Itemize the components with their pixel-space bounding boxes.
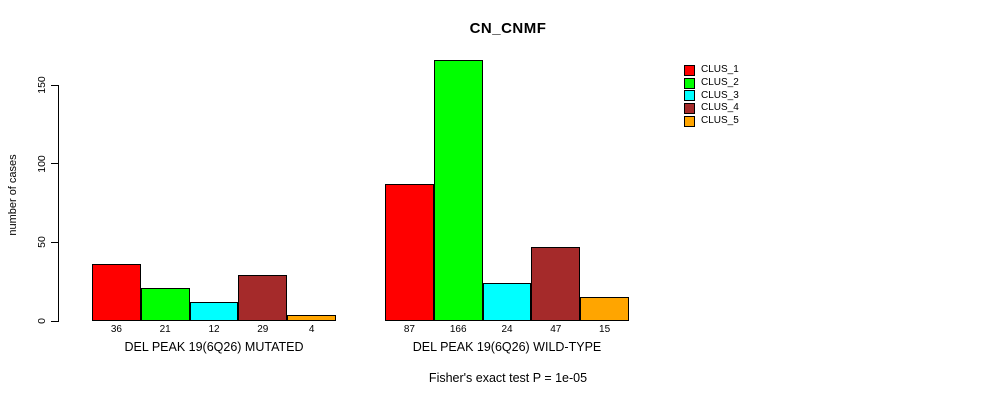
footer-annotation: Fisher's exact test P = 1e-05	[428, 371, 588, 385]
bar-value-label: 29	[257, 324, 269, 335]
y-tick-label: 50	[36, 236, 48, 249]
bar-clus_3-group2	[482, 283, 532, 321]
legend-label: CLUS_5	[701, 115, 739, 127]
legend-swatch-icon	[684, 116, 695, 128]
legend-item-clus_3: CLUS_3	[684, 90, 739, 103]
bar-value-label: 166	[449, 324, 467, 335]
legend-item-clus_1: CLUS_1	[684, 64, 739, 77]
bar-clus_1-group2	[385, 184, 434, 321]
bar-value-label: 47	[550, 324, 562, 335]
group-label: DEL PEAK 19(6Q26) MUTATED	[124, 340, 304, 354]
legend-label: CLUS_4	[701, 102, 739, 114]
bar-clus_2-group2	[433, 59, 483, 321]
legend-label: CLUS_3	[701, 89, 739, 101]
y-tick-mark	[51, 320, 59, 322]
bar-clus_5-group1	[287, 314, 336, 321]
bar-value-label: 24	[501, 324, 513, 335]
bar-clus_1-group1	[92, 264, 141, 321]
y-tick-mark	[51, 241, 59, 243]
y-tick-label: 100	[36, 154, 48, 173]
y-axis-title: number of cases	[7, 154, 19, 236]
bar-value-label: 87	[403, 324, 415, 335]
bar-clus_4-group1	[238, 275, 288, 321]
bar-value-label: 21	[159, 324, 171, 335]
legend-label: CLUS_2	[701, 76, 739, 88]
y-axis-line	[58, 85, 59, 321]
chart-title: CN_CNMF	[469, 20, 547, 37]
y-tick-mark	[51, 84, 59, 86]
bar-value-label: 36	[110, 324, 122, 335]
bar-value-label: 15	[599, 324, 611, 335]
legend-item-clus_2: CLUS_2	[684, 77, 739, 90]
bar-value-label: 12	[208, 324, 220, 335]
y-tick-mark	[51, 163, 59, 165]
group-label: DEL PEAK 19(6Q26) WILD-TYPE	[412, 340, 602, 354]
legend: CLUS_1 CLUS_2 CLUS_3 CLUS_4 CLUS_5	[684, 64, 739, 128]
bar-clus_5-group2	[580, 297, 629, 321]
bar-value-label: 4	[308, 324, 315, 335]
bar-clus_3-group1	[189, 302, 239, 321]
legend-swatch-icon	[684, 90, 695, 102]
legend-item-clus_4: CLUS_4	[684, 102, 739, 115]
y-tick-label: 0	[36, 318, 48, 324]
y-tick-label: 150	[36, 76, 48, 94]
bar-clus_4-group2	[531, 247, 581, 321]
legend-label: CLUS_1	[701, 64, 739, 75]
legend-swatch-icon	[684, 77, 695, 89]
legend-swatch-icon	[684, 103, 695, 115]
legend-item-clus_5: CLUS_5	[684, 115, 739, 128]
legend-swatch-icon	[684, 64, 695, 76]
bar-clus_2-group1	[140, 287, 190, 321]
